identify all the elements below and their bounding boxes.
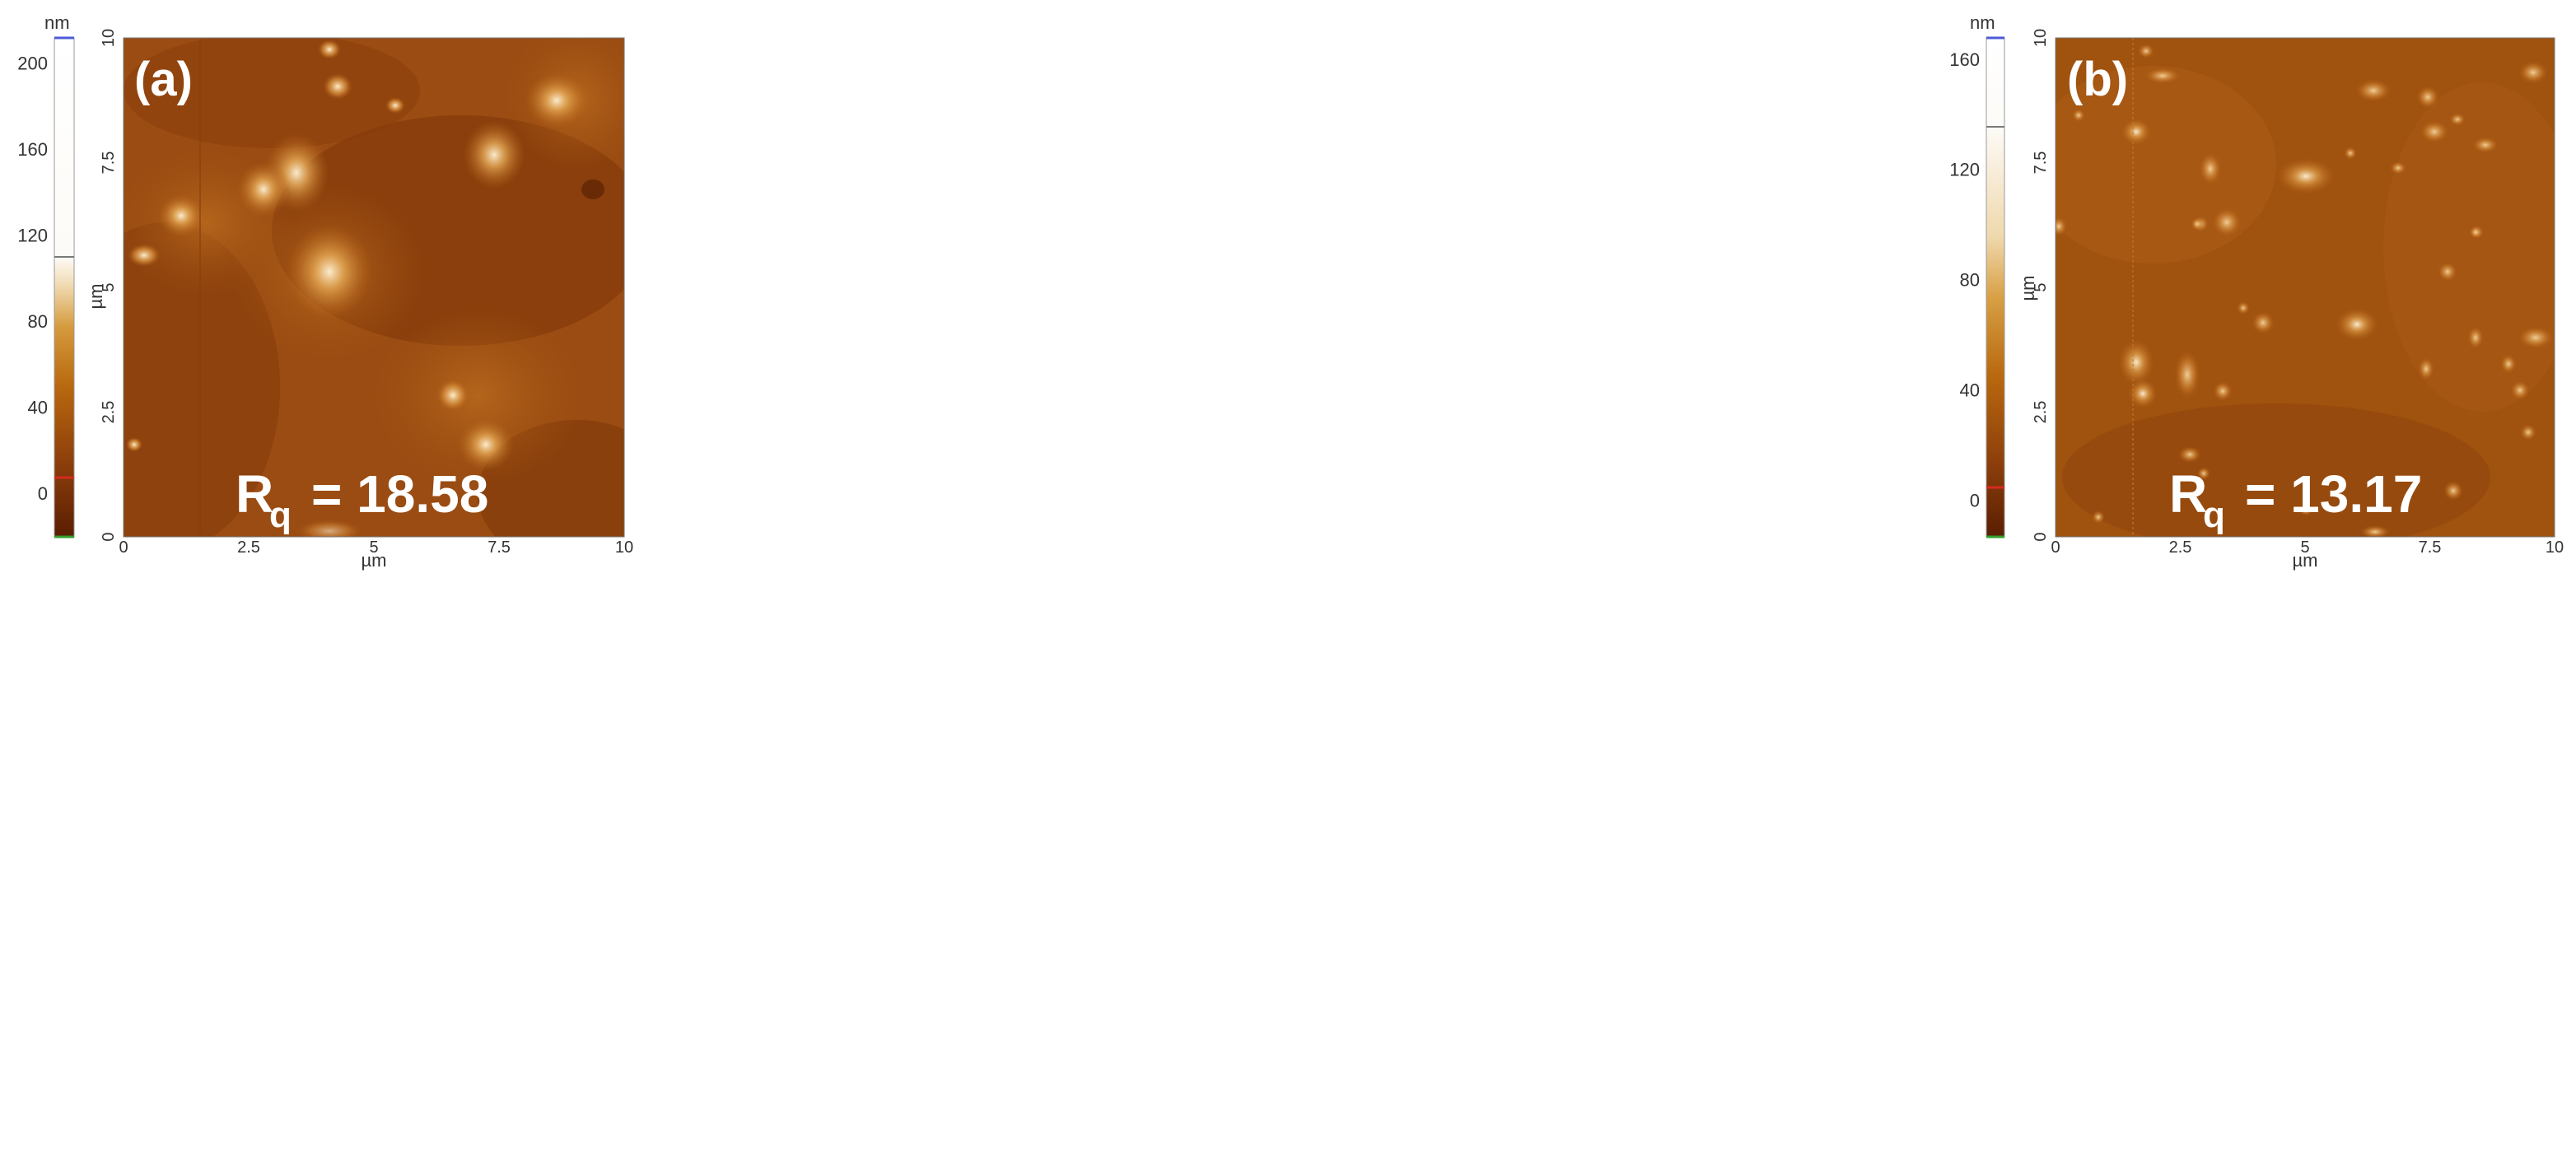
y-tick-label: 10 <box>2032 29 2050 47</box>
scale-ticks: 200 160 120 80 40 0 <box>17 53 48 503</box>
x-tick-label: 5 <box>2300 538 2309 557</box>
x-axis: 0 2.5 5 7.5 10 <box>119 538 633 557</box>
rq-label: R q = 13.17 <box>2169 464 2422 535</box>
scale-tick-label: 160 <box>17 139 48 160</box>
scale-tick-label: 160 <box>1949 49 1980 70</box>
y-tick-label: 7.5 <box>2032 151 2050 175</box>
y-tick-label: 10 <box>100 29 118 47</box>
x-tick-label: 2.5 <box>237 538 260 557</box>
panel-b: nm 160 120 80 40 0 0 2.5 5 7.5 10 µm <box>1288 0 2576 1156</box>
svg-text:q: q <box>269 495 292 535</box>
rq-value: = 13.17 <box>2245 464 2422 524</box>
y-tick-label: 0 <box>100 532 118 541</box>
color-scale-bar <box>54 37 75 538</box>
x-axis-unit: µm <box>2292 550 2317 571</box>
y-tick-label: 2.5 <box>2032 401 2050 424</box>
y-axis: 0 2.5 5 7.5 10 <box>2032 29 2050 542</box>
y-tick-label: 0 <box>2032 532 2050 541</box>
svg-text:R: R <box>236 464 273 524</box>
x-tick-label: 7.5 <box>2419 538 2442 557</box>
afm-topography-image-b <box>2056 38 2555 537</box>
scale-tick-label: 80 <box>28 311 48 332</box>
scale-unit-label: nm <box>1970 12 1995 33</box>
afm-topography-image-a <box>124 38 624 537</box>
scale-tick-label: 80 <box>1960 270 1980 291</box>
x-tick-label: 7.5 <box>488 538 511 557</box>
x-tick-label: 0 <box>119 538 128 557</box>
y-tick-label: 7.5 <box>100 151 118 175</box>
x-tick-label: 2.5 <box>2169 538 2192 557</box>
scale-tick-label: 40 <box>1960 380 1980 401</box>
rq-label: R q = 18.58 <box>236 464 488 535</box>
x-tick-label: 10 <box>615 538 633 557</box>
scale-tick-label: 200 <box>17 53 48 73</box>
scale-unit-label: nm <box>44 12 70 33</box>
y-axis: 0 2.5 5 7.5 10 <box>100 29 118 542</box>
scale-tick-label: 120 <box>17 225 48 245</box>
scale-tick-label: 40 <box>28 397 48 417</box>
x-axis: 0 2.5 5 7.5 10 <box>2051 538 2564 557</box>
color-scale-bar <box>1986 37 2005 538</box>
y-axis-unit: µm <box>2018 275 2038 301</box>
panel-a: nm 200 160 120 80 40 0 0 2.5 5 7.5 10 µm <box>17 12 633 571</box>
panel-label: (b) <box>2067 53 2128 106</box>
y-tick-label: 5 <box>100 282 118 291</box>
svg-text:q: q <box>2203 495 2225 535</box>
panel-label: (a) <box>134 53 193 106</box>
scale-tick-label: 0 <box>1970 490 1980 510</box>
y-axis-unit: µm <box>86 283 106 309</box>
x-axis-unit: µm <box>361 550 386 571</box>
y-tick-label: 5 <box>2032 282 2050 291</box>
scale-ticks: 160 120 80 40 0 <box>1949 49 1980 511</box>
scale-tick-label: 120 <box>1949 160 1980 180</box>
rq-value: = 18.58 <box>311 464 488 524</box>
scale-tick-label: 0 <box>38 483 48 504</box>
x-tick-label: 0 <box>2051 538 2060 557</box>
x-tick-label: 10 <box>2546 538 2564 557</box>
x-tick-label: 5 <box>369 538 378 557</box>
y-tick-label: 2.5 <box>100 401 118 424</box>
svg-text:R: R <box>2169 464 2207 524</box>
